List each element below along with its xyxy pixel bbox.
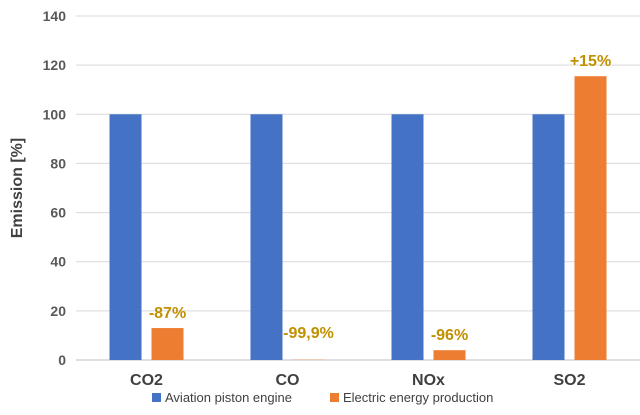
y-tick-label-40: 40: [50, 254, 66, 270]
y-tick-label-60: 60: [50, 205, 66, 221]
data-label-NOx: -96%: [431, 327, 468, 344]
y-tick-label-80: 80: [50, 155, 66, 171]
legend-label-electric: Electric energy production: [343, 390, 493, 405]
data-label-CO2: -87%: [149, 305, 186, 322]
x-axis-categories: CO2 CO NOx SO2: [130, 372, 586, 389]
bar-SO2-aviation: [532, 114, 565, 361]
bar-NOx-electric: [433, 350, 466, 360]
bar-NOx-aviation: [391, 114, 424, 361]
legend: Aviation piston engine Electric energy pr…: [152, 390, 493, 405]
data-label-CO: -99,9%: [283, 325, 334, 342]
data-labels: -87% -99,9% -96% +15%: [149, 53, 611, 344]
x-category-label-CO2: CO2: [130, 372, 163, 389]
data-label-SO2: +15%: [570, 53, 611, 70]
legend-swatch-electric: [330, 393, 339, 402]
y-axis-ticks: 0 20 40 60 80 100 120 140: [43, 8, 67, 368]
y-tick-label-120: 120: [43, 57, 67, 73]
x-category-label-CO: CO: [276, 372, 300, 389]
y-tick-label-20: 20: [50, 303, 66, 319]
legend-label-aviation: Aviation piston engine: [165, 390, 292, 405]
y-tick-label-140: 140: [43, 8, 67, 24]
gridlines: [76, 15, 640, 361]
y-tick-label-0: 0: [58, 352, 66, 368]
legend-swatch-aviation: [152, 393, 161, 402]
bar-CO2-electric: [151, 328, 184, 360]
x-category-label-SO2: SO2: [553, 372, 585, 389]
x-category-label-NOx: NOx: [412, 372, 445, 389]
y-tick-label-100: 100: [43, 106, 67, 122]
bar-CO-aviation: [250, 114, 283, 361]
bar-CO2-aviation: [109, 114, 142, 361]
y-axis-label: Emission [%]: [9, 138, 26, 238]
bar-SO2-electric: [574, 76, 607, 360]
bars: [109, 76, 607, 361]
